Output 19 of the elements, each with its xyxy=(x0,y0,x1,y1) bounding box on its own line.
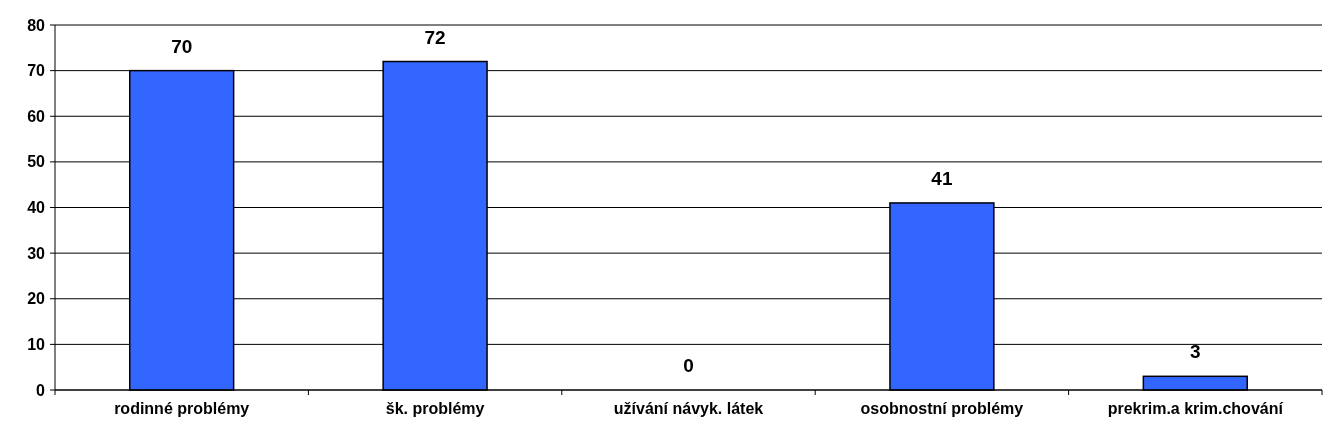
x-tick-label: šk. problémy xyxy=(385,400,485,417)
y-tick-label: 70 xyxy=(27,62,46,80)
y-tick-label: 40 xyxy=(27,199,46,217)
y-tick-label: 0 xyxy=(36,381,46,399)
x-tick-label: rodinné problémy xyxy=(114,400,250,417)
y-tick-label: 50 xyxy=(27,153,46,171)
x-tick-label: prekrim.a krim.chování xyxy=(1107,400,1284,417)
y-tick-label: 30 xyxy=(27,244,46,262)
x-tick-label: užívání návyk. látek xyxy=(613,400,764,417)
data-label: 70 xyxy=(171,35,193,57)
y-tick-label: 80 xyxy=(27,16,46,34)
data-label: 0 xyxy=(683,355,694,376)
x-tick-label: osobnostní problémy xyxy=(860,400,1024,417)
data-label: 3 xyxy=(1190,341,1201,363)
y-tick-label: 60 xyxy=(27,107,46,125)
y-tick-label: 10 xyxy=(27,335,46,353)
data-label: 41 xyxy=(931,167,953,189)
data-label: 72 xyxy=(424,26,446,48)
y-tick-label: 20 xyxy=(27,290,46,308)
